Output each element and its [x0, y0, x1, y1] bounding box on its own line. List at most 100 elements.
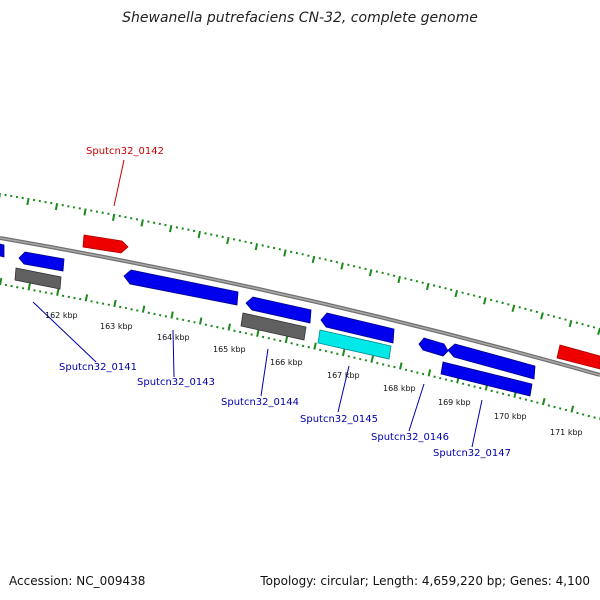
feature-sputcn32-0142[interactable] [82, 234, 129, 254]
major-tick [340, 262, 344, 270]
major-tick [170, 311, 174, 319]
minor-tick [449, 288, 453, 291]
feature-gray-1[interactable] [14, 267, 62, 290]
feature-blue-3[interactable] [245, 296, 312, 324]
genome-backbone [0, 236, 600, 377]
minor-tick [536, 401, 539, 404]
minor-tick [581, 413, 585, 416]
feature-blue-6[interactable] [447, 343, 536, 380]
minor-tick [359, 357, 362, 361]
major-tick [113, 299, 117, 308]
major-tick [313, 342, 317, 350]
minor-tick [552, 315, 556, 318]
minor-tick [416, 371, 419, 374]
minor-tick [461, 291, 464, 294]
minor-tick [347, 263, 350, 267]
minor-tick [535, 310, 539, 314]
major-tick [341, 348, 346, 357]
minor-tick [524, 307, 527, 311]
minor-tick [387, 273, 390, 276]
ruler-label: 163 kbp [100, 322, 133, 331]
minor-tick [593, 416, 596, 419]
minor-tick [592, 326, 596, 329]
minor-tick [518, 306, 521, 309]
feature-gray-2[interactable] [240, 312, 307, 341]
minor-tick [432, 284, 436, 287]
ruler-label: 162 kbp [45, 311, 78, 320]
minor-tick [530, 399, 533, 403]
major-tick [511, 304, 516, 312]
leader-0142 [113, 159, 125, 207]
major-tick [397, 275, 401, 284]
minor-tick [421, 281, 424, 284]
minor-tick [489, 298, 493, 302]
minor-tick [467, 383, 471, 387]
feature-cyan[interactable] [317, 329, 392, 360]
gene-label-sputcn32-0145[interactable]: Sputcn32_0145 [300, 414, 378, 425]
gene-label-sputcn32-0143[interactable]: Sputcn32_0143 [137, 377, 215, 388]
feature-blue-1[interactable] [18, 251, 65, 272]
minor-tick [479, 386, 482, 390]
minor-tick [410, 369, 413, 373]
minor-tick [358, 266, 361, 269]
minor-tick [176, 317, 179, 320]
minor-tick [564, 408, 568, 412]
major-tick [227, 323, 231, 331]
minor-tick [496, 391, 499, 394]
major-tick [541, 397, 546, 406]
minor-tick [507, 303, 510, 306]
gene-label-sputcn32-0147[interactable]: Sputcn32_0147 [433, 448, 511, 459]
minor-tick [558, 316, 561, 320]
feature-blue-5[interactable] [418, 337, 449, 357]
minor-tick [376, 361, 379, 365]
ruler-label: 164 kbp [157, 333, 190, 342]
outer-tick-track [0, 193, 600, 335]
minor-tick [381, 271, 384, 275]
major-tick [483, 297, 487, 305]
minor-tick [547, 313, 550, 317]
gene-labels: Sputcn32_0142 Sputcn32_0141 Sputcn32_014… [59, 146, 511, 459]
minor-tick [581, 322, 584, 326]
major-tick [284, 335, 289, 344]
minor-tick [575, 321, 579, 324]
minor-tick [576, 411, 579, 415]
feature-red-right[interactable] [556, 344, 600, 370]
feature-blue-4[interactable] [320, 312, 395, 344]
genome-stats-text: Topology: circular; Length: 4,659,220 bp… [260, 574, 590, 588]
major-tick [197, 230, 201, 239]
gene-label-sputcn32-0141[interactable]: Sputcn32_0141 [59, 362, 137, 373]
minor-tick [324, 349, 328, 353]
minor-tick [433, 375, 436, 378]
major-tick [540, 312, 544, 320]
minor-tick [467, 292, 470, 296]
major-tick [83, 208, 87, 216]
major-tick [427, 369, 432, 377]
major-tick [425, 282, 430, 291]
gene-label-sputcn32-0142[interactable]: Sputcn32_0142 [86, 146, 164, 157]
gene-label-sputcn32-0144[interactable]: Sputcn32_0144 [221, 397, 299, 408]
major-tick [56, 288, 60, 296]
major-tick [283, 249, 287, 257]
leader-0144 [260, 348, 269, 397]
feature-blue-2[interactable] [123, 269, 239, 306]
minor-tick [336, 352, 339, 355]
major-tick [399, 362, 403, 370]
minor-tick [564, 318, 567, 321]
minor-tick [216, 325, 219, 329]
feature-blue-left-edge[interactable] [0, 243, 5, 258]
leader-0147 [471, 399, 483, 448]
major-tick [112, 213, 116, 221]
major-tick [27, 283, 31, 291]
feature-blue-7[interactable] [440, 361, 533, 397]
gene-label-sputcn32-0146[interactable]: Sputcn32_0146 [371, 432, 449, 443]
minor-tick [501, 301, 504, 305]
minor-tick [472, 294, 476, 297]
minor-tick [553, 405, 556, 409]
minor-tick [404, 277, 407, 280]
minor-tick [507, 394, 511, 397]
ruler-label: 171 kbp [550, 428, 583, 437]
minor-tick [559, 407, 562, 410]
leader-0141 [32, 301, 97, 363]
major-tick [256, 329, 260, 337]
major-tick [84, 294, 89, 302]
